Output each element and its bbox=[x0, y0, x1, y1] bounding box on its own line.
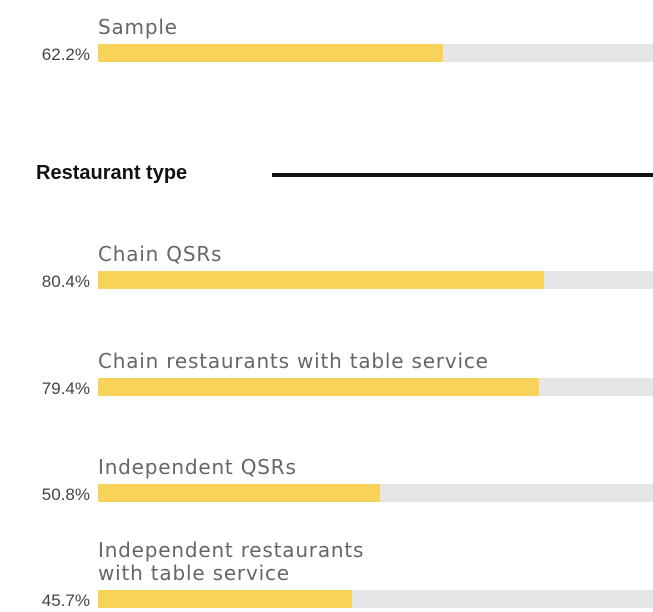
bar-track bbox=[98, 484, 653, 502]
bar bbox=[98, 378, 539, 396]
bar-track bbox=[98, 44, 653, 62]
category-label: Independent QSRs bbox=[98, 455, 297, 479]
section-rule bbox=[272, 173, 653, 177]
bar bbox=[98, 271, 545, 289]
value-label: 50.8% bbox=[41, 485, 90, 504]
category-label: Chain restaurants with table service bbox=[98, 349, 489, 373]
category-label: Independent restaurants with table servi… bbox=[98, 538, 365, 585]
value-label: 80.4% bbox=[41, 272, 90, 291]
bar-track bbox=[98, 590, 653, 608]
value-label: 79.4% bbox=[41, 379, 90, 398]
bar bbox=[98, 44, 444, 62]
category-label: Chain QSRs bbox=[98, 242, 223, 266]
bar-track bbox=[98, 271, 653, 289]
bar bbox=[98, 590, 352, 608]
bar-track bbox=[98, 378, 653, 396]
value-label: 62.2% bbox=[41, 45, 90, 64]
section-title: Restaurant type bbox=[36, 162, 188, 184]
bar bbox=[98, 484, 380, 502]
value-label: 45.7% bbox=[41, 591, 90, 610]
category-label: Sample bbox=[98, 15, 178, 39]
